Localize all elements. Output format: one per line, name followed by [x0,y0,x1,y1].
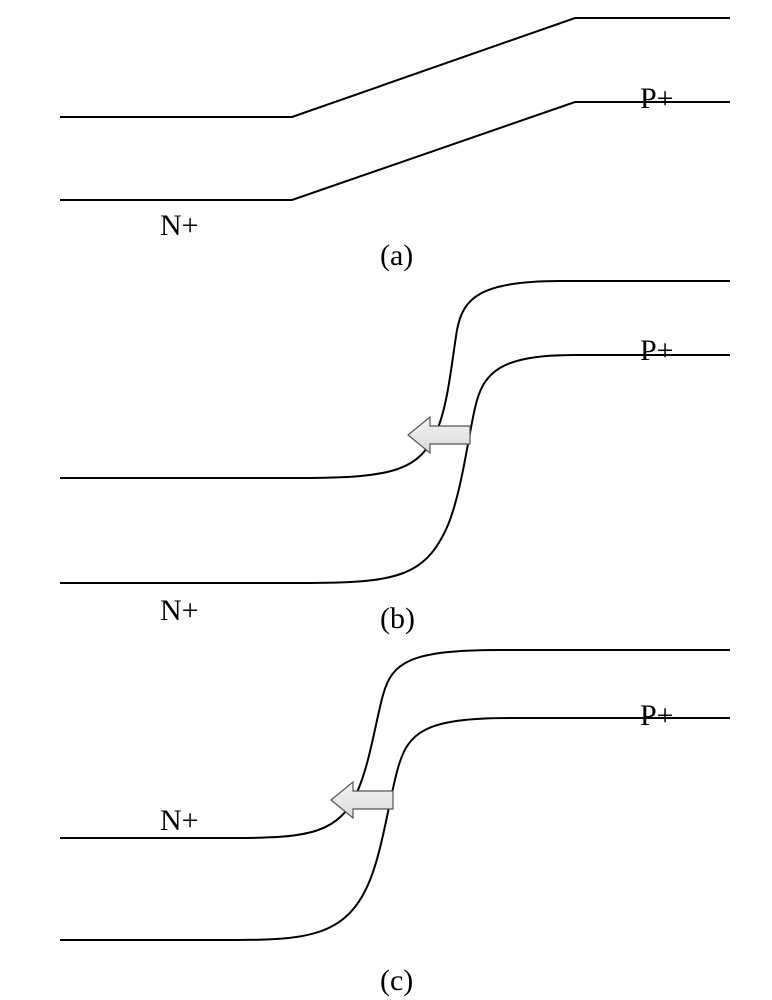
panel-b-p-plus-label: P+ [640,334,674,367]
panel-b-conduction-band [60,281,730,478]
panel-b-n-plus-label: N+ [160,594,199,627]
panel-b-label: (b) [380,602,415,635]
panel-c-n-plus-label: N+ [160,804,199,837]
panel-c-p-plus-label: P+ [640,699,674,732]
panel-c-tunnel-arrow-icon [331,782,393,818]
panel-a-label: (a) [380,239,413,272]
panel-a-n-plus-label: N+ [160,209,199,242]
panel-a-p-plus-label: P+ [640,82,674,115]
panel-c-label: (c) [380,964,413,997]
band-diagram-figure: N+ P+ (a) N+ P+ (b) N+ P+ (c) [0,0,772,1000]
